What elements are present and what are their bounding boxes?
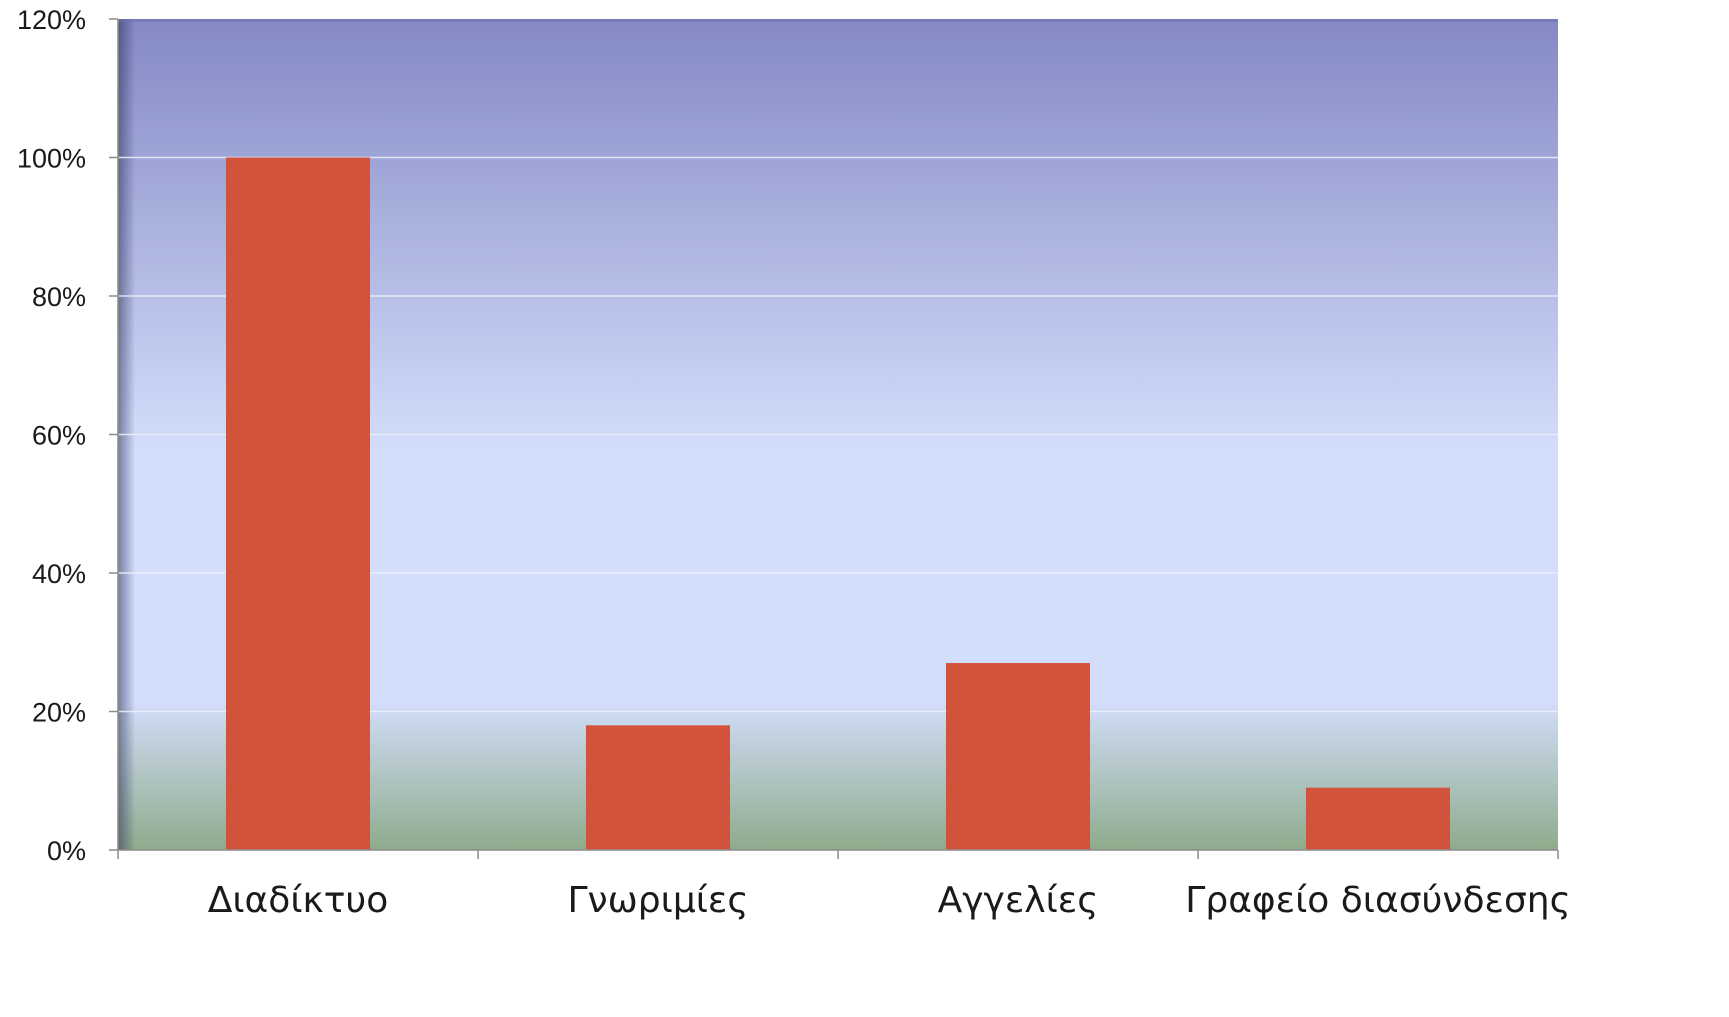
y-tick-label: 40% xyxy=(32,559,86,589)
y-tick-label: 0% xyxy=(47,836,86,866)
y-tick-label: 80% xyxy=(32,282,86,312)
x-category-label: Αγγελίες xyxy=(938,880,1099,921)
x-axis-category-labels: Διαδίκτυο Γνωριμίες Αγγελίες Γραφείο διασύν… xyxy=(208,880,1571,921)
bar xyxy=(226,157,370,850)
bar xyxy=(586,725,730,850)
x-category-label: Διαδίκτυο xyxy=(208,880,389,921)
y-axis-tick-labels: 0% 20% 40% 60% 80% 100% 120% xyxy=(17,5,86,866)
x-category-label: Γνωριμίες xyxy=(567,880,748,921)
x-category-label: Γραφείο διασύνδεσης xyxy=(1185,880,1570,921)
y-tick-label: 100% xyxy=(17,144,86,174)
y-tick-label: 20% xyxy=(32,698,86,728)
bar xyxy=(1306,787,1450,850)
plot-top-edge xyxy=(118,19,1558,22)
bar xyxy=(946,663,1090,850)
y-tick-label: 120% xyxy=(17,5,86,35)
axes xyxy=(109,18,1559,859)
y-tick-label: 60% xyxy=(32,421,86,451)
bars xyxy=(226,157,1450,850)
